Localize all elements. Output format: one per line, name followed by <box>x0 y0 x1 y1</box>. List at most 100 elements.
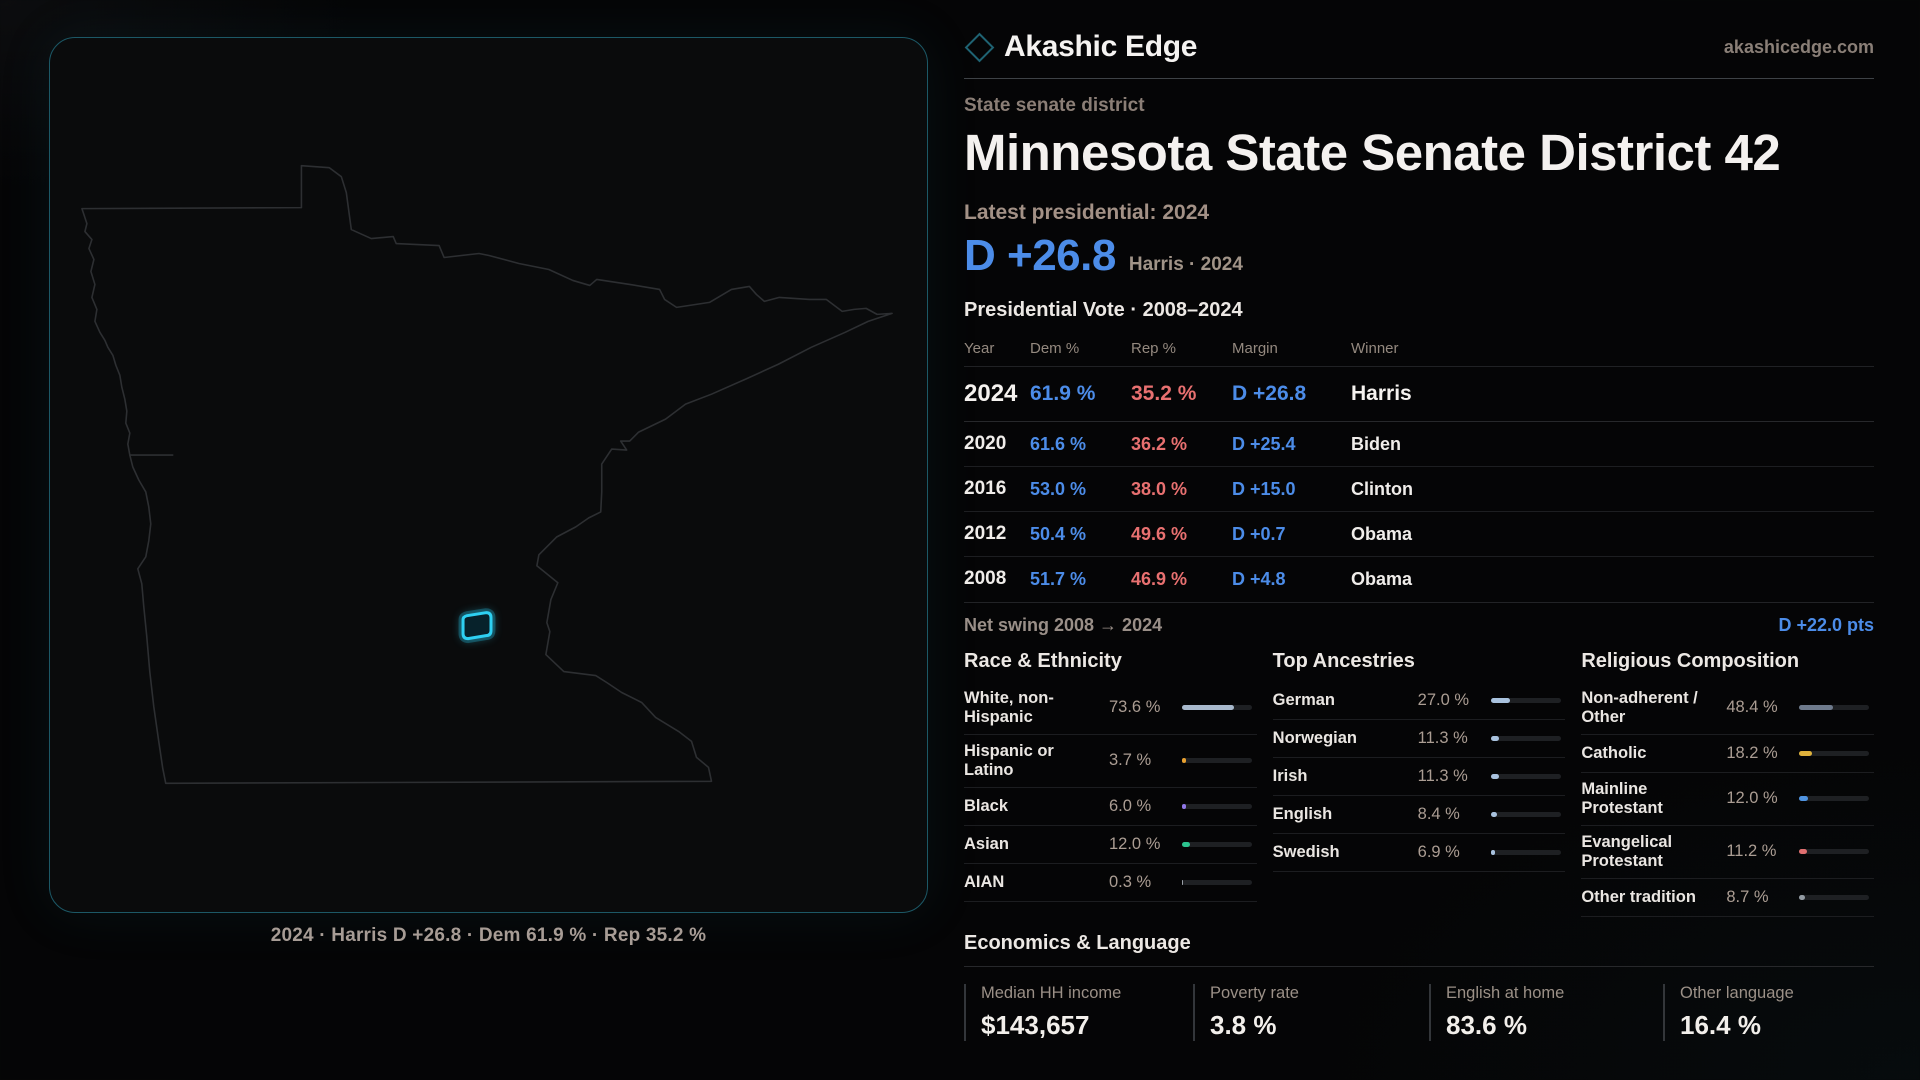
stat-value: $143,657 <box>981 1009 1090 1040</box>
stat-label: Other language <box>1680 983 1794 1002</box>
demo-value: 6.0 % <box>1109 796 1152 815</box>
col-winner: Winner <box>1351 340 1399 357</box>
demo-label: Other tradition <box>1581 887 1696 906</box>
demo-value: 8.7 % <box>1726 887 1769 906</box>
demo-bar <box>1182 841 1252 847</box>
demo-bar <box>1490 812 1561 817</box>
demo-value: 8.4 % <box>1417 805 1460 823</box>
list-item: Norwegian 11.3 % <box>1272 720 1566 758</box>
col-year: Year <box>964 340 995 357</box>
district-42-highlight <box>458 608 496 644</box>
rep-cell: 35.2 % <box>1131 382 1197 405</box>
stat-label: English at home <box>1446 983 1565 1002</box>
col-rep: Rep % <box>1131 340 1177 357</box>
economics-stats: Median HH income $143,657 Poverty rate 3… <box>964 983 1874 1041</box>
list-item: German 27.0 % <box>1272 682 1566 720</box>
page-title: Minnesota State Senate District 42 <box>964 124 1781 181</box>
demo-label: Catholic <box>1581 743 1647 762</box>
demo-value: 0.3 % <box>1109 872 1152 891</box>
section-title: Race & Ethnicity <box>964 650 1122 672</box>
minnesota-map <box>81 164 893 785</box>
stat-english-at-home: English at home 83.6 % <box>1429 983 1663 1041</box>
economics-title: Economics & Language <box>964 932 1874 967</box>
dem-cell: 50.4 % <box>1030 523 1087 544</box>
winner-cell: Obama <box>1351 568 1413 589</box>
vote-table-title: Presidential Vote · 2008–2024 <box>964 299 1243 321</box>
demo-value: 11.2 % <box>1726 842 1777 861</box>
list-item: Black 6.0 % <box>964 788 1257 826</box>
demo-label: Black <box>964 796 1009 815</box>
stat-other-language: Other language 16.4 % <box>1663 983 1874 1041</box>
table-row: 2016 53.0 % 38.0 % D +15.0 Clinton <box>964 467 1874 512</box>
latest-presidential-label: Latest presidential: 2024 <box>964 201 1210 224</box>
year-cell: 2024 <box>964 380 1018 407</box>
demo-label: AIAN <box>964 872 1005 891</box>
margin-cell: D +0.7 <box>1232 523 1286 544</box>
table-header-row: Year Dem % Rep % Margin Winner <box>964 334 1874 367</box>
list-item: Irish 11.3 % <box>1272 758 1566 796</box>
list-item: Evangelical Protestant 11.2 % <box>1581 826 1874 879</box>
demo-value: 73.6 % <box>1109 698 1161 717</box>
year-cell: 2008 <box>964 568 1007 589</box>
demo-label: German <box>1272 691 1336 710</box>
demo-label: White, non-Hispanic <box>964 689 1054 726</box>
stat-label: Median HH income <box>981 983 1122 1002</box>
demo-bar <box>1182 879 1252 885</box>
demo-value: 3.7 % <box>1109 751 1152 770</box>
demo-bar <box>1799 894 1870 900</box>
brand-domain-link[interactable]: akashicedge.com <box>1723 36 1874 57</box>
winner-cell: Obama <box>1351 523 1413 544</box>
kicker-label: State senate district <box>964 95 1145 116</box>
demo-label: Irish <box>1272 767 1308 786</box>
demo-label: Swedish <box>1272 843 1340 862</box>
winner-cell: Biden <box>1351 433 1402 454</box>
list-item: Hispanic or Latino 3.7 % <box>964 735 1257 788</box>
demo-label: Non-adherent / Other <box>1581 689 1698 726</box>
demo-bar <box>1490 736 1561 741</box>
demo-value: 12.0 % <box>1726 789 1778 808</box>
table-row: 2012 50.4 % 49.6 % D +0.7 Obama <box>964 512 1874 557</box>
district-report: Akashic Edge akashicedge.com State senat… <box>964 30 1874 1080</box>
dem-cell: 53.0 % <box>1030 478 1087 499</box>
demo-value: 11.3 % <box>1417 767 1468 785</box>
demo-label: Evangelical Protestant <box>1581 832 1673 870</box>
net-swing-row: Net swing 2008 → 2024 D +22.0 pts <box>964 602 1874 636</box>
brand-name: Akashic Edge <box>1004 30 1198 63</box>
year-cell: 2012 <box>964 523 1007 544</box>
rep-cell: 46.9 % <box>1131 568 1188 589</box>
demo-value: 27.0 % <box>1417 691 1470 709</box>
demo-label: Hispanic or Latino <box>964 741 1054 779</box>
list-item: English 8.4 % <box>1272 796 1566 834</box>
demo-label: Mainline Protestant <box>1581 779 1663 817</box>
demo-bar <box>1490 774 1561 779</box>
stat-poverty-rate: Poverty rate 3.8 % <box>1193 983 1429 1041</box>
list-item: AIAN 0.3 % <box>964 864 1257 902</box>
demo-value: 48.4 % <box>1726 698 1778 717</box>
rep-cell: 38.0 % <box>1131 478 1188 499</box>
section-title: Top Ancestries <box>1272 650 1415 672</box>
minnesota-outline <box>81 164 893 785</box>
rep-cell: 49.6 % <box>1131 523 1188 544</box>
demo-value: 11.3 % <box>1417 729 1468 747</box>
section-title: Religious Composition <box>1581 650 1800 672</box>
dem-cell: 61.9 % <box>1030 382 1096 405</box>
demo-value: 18.2 % <box>1726 743 1778 762</box>
dem-cell: 61.6 % <box>1030 433 1087 454</box>
margin-cell: D +4.8 <box>1232 568 1286 589</box>
demo-bar <box>1182 803 1252 809</box>
net-swing-value: D +22.0 pts <box>1778 615 1874 635</box>
margin-cell: D +15.0 <box>1232 478 1296 499</box>
demo-value: 6.9 % <box>1417 843 1460 861</box>
demo-bar <box>1182 758 1252 764</box>
race-ethnicity-column: Race & Ethnicity White, non-Hispanic 73.… <box>964 650 1257 917</box>
district-map-panel <box>49 37 928 913</box>
list-item: Asian 12.0 % <box>964 826 1257 864</box>
headline-margin: D +26.8 Harris · 2024 <box>964 231 1874 281</box>
margin-context: Harris · 2024 <box>1128 254 1243 275</box>
demo-bar <box>1490 850 1561 855</box>
table-row: 2020 61.6 % 36.2 % D +25.4 Biden <box>964 422 1874 467</box>
margin-value: D +26.8 <box>964 231 1116 280</box>
religion-column: Religious Composition Non-adherent / Oth… <box>1581 650 1874 917</box>
table-row: 2024 61.9 % 35.2 % D +26.8 Harris <box>964 367 1874 422</box>
header: Akashic Edge akashicedge.com <box>964 30 1874 79</box>
